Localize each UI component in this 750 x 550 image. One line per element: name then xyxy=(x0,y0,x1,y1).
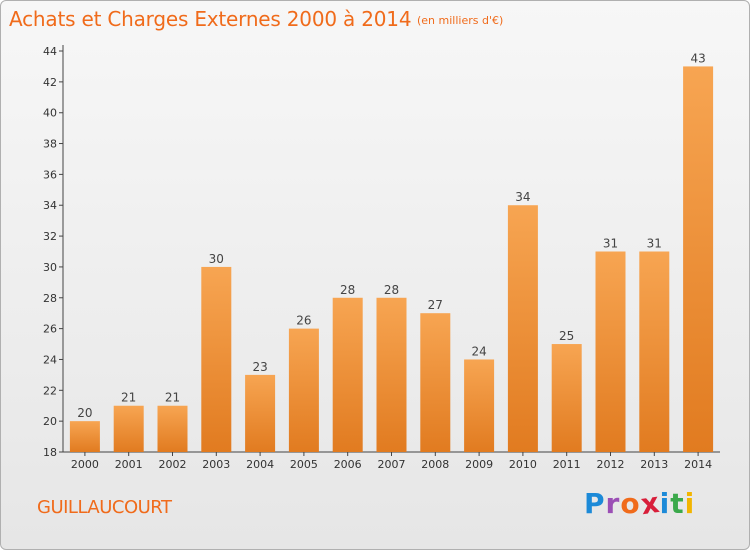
x-tick-label: 2010 xyxy=(509,458,537,471)
data-label: 28 xyxy=(384,283,399,297)
y-tick-label: 40 xyxy=(43,107,57,120)
bar xyxy=(376,297,407,452)
x-tick-label: 2001 xyxy=(115,458,143,471)
logo-letter: i xyxy=(659,487,671,520)
bar xyxy=(245,374,276,452)
data-label: 27 xyxy=(428,298,443,312)
y-tick-label: 22 xyxy=(43,384,57,397)
data-label: 23 xyxy=(252,360,267,374)
logo-letter: x xyxy=(638,485,662,522)
data-label: 25 xyxy=(559,329,574,343)
y-tick-label: 34 xyxy=(43,199,57,212)
data-label: 34 xyxy=(515,190,530,204)
bar xyxy=(332,297,363,452)
data-label: 26 xyxy=(296,314,311,328)
x-tick-label: 2007 xyxy=(378,458,406,471)
y-tick-label: 28 xyxy=(43,292,57,305)
chart-title: Achats et Charges Externes 2000 à 2014 xyxy=(9,7,412,31)
x-tick-label: 2004 xyxy=(246,458,274,471)
x-tick-label: 2000 xyxy=(71,458,99,471)
x-tick-label: 2006 xyxy=(334,458,362,471)
y-tick-label: 30 xyxy=(43,261,57,274)
commune-name: GUILLAUCOURT xyxy=(37,497,172,518)
bar xyxy=(288,328,319,452)
logo-letter: P xyxy=(584,487,606,520)
data-label: 30 xyxy=(209,252,224,266)
x-tick-label: 2014 xyxy=(684,458,712,471)
chart-subtitle: (en milliers d'€) xyxy=(417,14,504,27)
y-tick-label: 26 xyxy=(43,323,57,336)
x-tick-label: 2013 xyxy=(640,458,668,471)
data-label: 21 xyxy=(165,391,180,405)
proxiti-logo: Proxiti xyxy=(584,485,696,522)
bar xyxy=(507,205,538,452)
bar xyxy=(157,405,188,452)
x-tick-label: 2003 xyxy=(202,458,230,471)
y-tick-label: 36 xyxy=(43,168,57,181)
y-tick-label: 32 xyxy=(43,230,57,243)
bar xyxy=(639,251,670,452)
logo-letter: i xyxy=(684,487,696,520)
data-label: 31 xyxy=(647,237,662,251)
x-tick-label: 2008 xyxy=(421,458,449,471)
bar xyxy=(551,344,582,452)
bar xyxy=(420,313,451,452)
bar xyxy=(464,359,495,452)
bar xyxy=(201,266,232,452)
y-tick-label: 38 xyxy=(43,138,57,151)
x-tick-label: 2009 xyxy=(465,458,493,471)
bar xyxy=(683,66,714,452)
y-tick-label: 18 xyxy=(43,446,57,459)
logo-letter: r xyxy=(605,487,621,520)
bar xyxy=(113,405,144,452)
data-label: 43 xyxy=(690,51,705,65)
logo-letter: o xyxy=(620,487,641,520)
x-tick-label: 2002 xyxy=(159,458,187,471)
bar xyxy=(595,251,626,452)
y-tick-label: 24 xyxy=(43,353,57,366)
x-tick-label: 2012 xyxy=(597,458,625,471)
data-label: 28 xyxy=(340,283,355,297)
data-label: 20 xyxy=(77,406,92,420)
data-label: 21 xyxy=(121,391,136,405)
bar xyxy=(69,421,100,452)
y-tick-label: 42 xyxy=(43,76,57,89)
x-tick-label: 2005 xyxy=(290,458,318,471)
y-tick-label: 44 xyxy=(43,45,57,58)
y-tick-label: 20 xyxy=(43,415,57,428)
data-label: 24 xyxy=(471,344,486,358)
x-tick-label: 2011 xyxy=(553,458,581,471)
data-label: 31 xyxy=(603,237,618,251)
logo-letter: t xyxy=(670,487,685,520)
